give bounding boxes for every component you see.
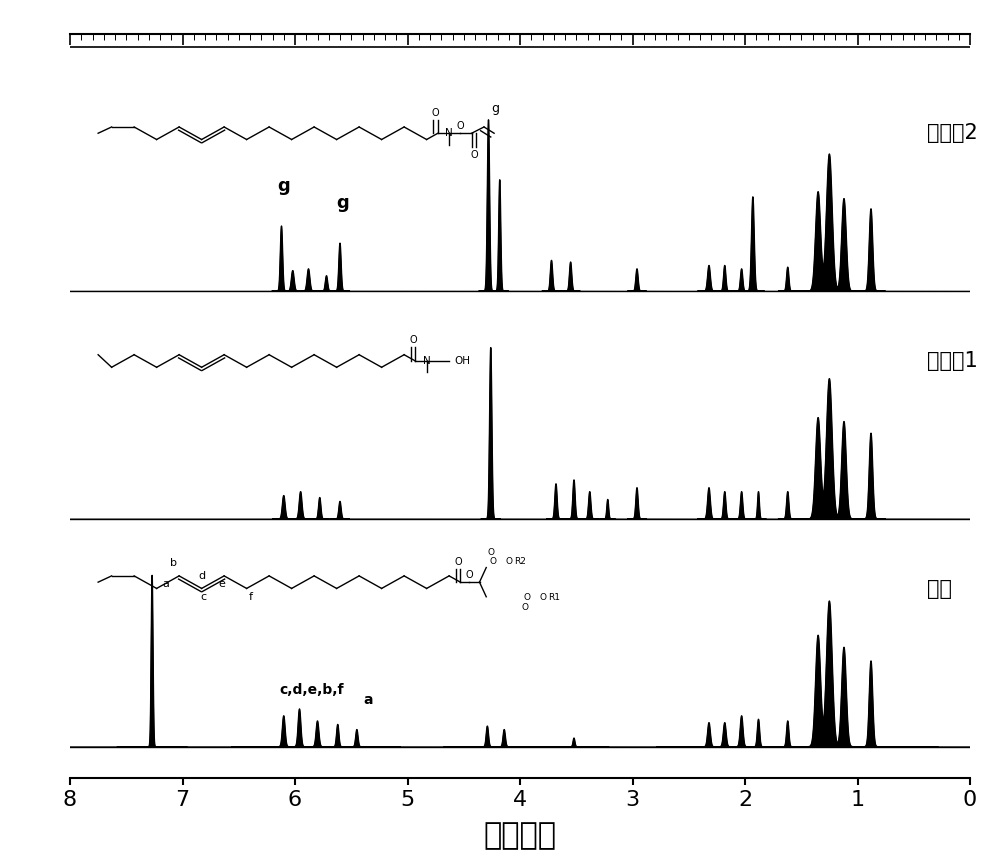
Text: g: g — [336, 194, 349, 212]
Text: N: N — [423, 356, 431, 366]
Text: 桐油: 桐油 — [927, 579, 952, 598]
Text: g: g — [277, 177, 290, 195]
Text: O: O — [466, 569, 473, 580]
Text: c: c — [201, 592, 207, 602]
Text: O: O — [457, 121, 464, 131]
Text: g: g — [491, 103, 499, 115]
Text: O: O — [521, 604, 528, 612]
Text: a: a — [162, 580, 169, 589]
Text: O: O — [487, 548, 494, 557]
Text: e: e — [218, 580, 225, 589]
Text: O: O — [539, 593, 546, 602]
Text: O: O — [523, 593, 530, 602]
Text: O: O — [432, 108, 439, 118]
Text: 实施例1: 实施例1 — [927, 351, 978, 371]
Text: 实施例2: 实施例2 — [927, 123, 978, 144]
Text: f: f — [249, 592, 253, 602]
Text: N: N — [445, 128, 453, 139]
Text: O: O — [454, 557, 462, 567]
Text: O: O — [490, 557, 497, 566]
Text: O: O — [505, 557, 512, 566]
Text: a: a — [363, 693, 373, 707]
Text: b: b — [170, 558, 177, 569]
Text: OH: OH — [455, 356, 471, 366]
X-axis label: 化学位移: 化学位移 — [484, 821, 556, 850]
Text: R1: R1 — [548, 593, 560, 602]
Text: R2: R2 — [514, 557, 526, 566]
Text: O: O — [470, 150, 478, 161]
Text: d: d — [198, 571, 205, 581]
Text: c,d,e,b,f: c,d,e,b,f — [280, 682, 344, 697]
Text: O: O — [409, 335, 417, 345]
